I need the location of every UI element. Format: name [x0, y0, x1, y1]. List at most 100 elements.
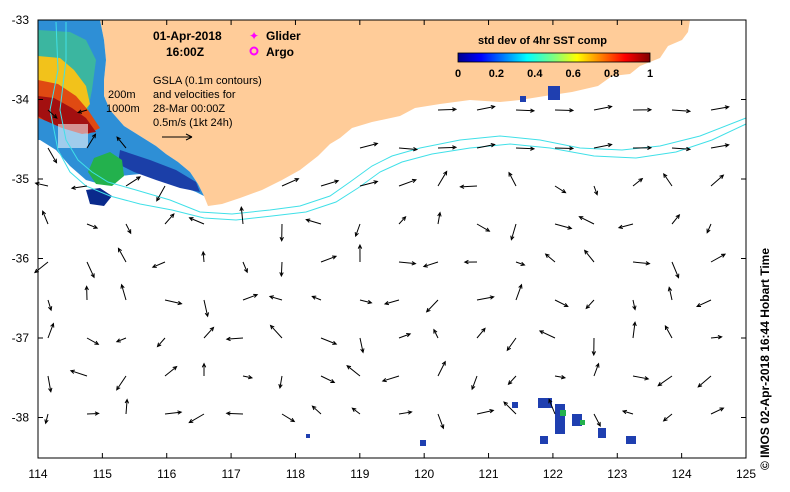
colorbar-ticks: 0 0.2 0.4 0.6 0.8 1	[455, 68, 653, 80]
map-time: 16:00Z	[166, 45, 204, 59]
velocity-arrow	[578, 216, 595, 225]
velocity-arrow	[471, 375, 478, 391]
velocity-arrow	[359, 180, 379, 187]
velocity-arrow	[507, 375, 517, 386]
velocity-arrow	[116, 375, 127, 391]
velocity-arrow	[476, 105, 496, 111]
velocity-arrow	[279, 261, 284, 278]
velocity-arrow	[320, 375, 336, 383]
velocity-arrow	[554, 146, 575, 151]
velocity-arrow	[662, 413, 673, 422]
annotation-line2: and velocities for	[153, 89, 236, 101]
velocity-arrow	[476, 223, 491, 232]
velocity-arrow	[383, 299, 400, 306]
velocity-arrow	[593, 104, 613, 111]
velocity-arrow	[86, 133, 97, 149]
velocity-arrow	[69, 369, 88, 377]
velocity-arrow	[697, 375, 712, 388]
colorbar-tick-label: 0	[455, 68, 461, 80]
x-tick-label: 118	[286, 467, 305, 481]
velocity-arrow	[437, 170, 448, 187]
velocity-arrow	[710, 105, 730, 111]
velocity-arrow	[188, 217, 205, 225]
velocity-arrow	[554, 185, 567, 194]
velocity-arrow	[593, 362, 600, 377]
x-tick-label: 124	[672, 467, 692, 481]
velocity-arrow	[437, 145, 458, 150]
velocity-arrow	[281, 178, 300, 187]
velocity-arrow	[437, 360, 446, 377]
velocity-arrow	[583, 249, 595, 263]
velocity-arrow	[398, 215, 407, 225]
velocity-arrow	[632, 299, 637, 311]
velocity-arrow	[710, 143, 730, 149]
velocity-arrow	[86, 337, 100, 345]
velocity-arrow	[320, 337, 338, 345]
velocity-arrow	[242, 293, 259, 301]
sst-patches	[306, 86, 636, 446]
x-tick-label: 123	[607, 467, 627, 481]
x-tick-label: 122	[543, 467, 563, 481]
velocity-arrow	[242, 261, 248, 274]
velocity-arrow	[86, 411, 100, 416]
velocity-arrow	[671, 213, 681, 225]
velocity-arrow	[203, 326, 215, 339]
velocity-arrow	[515, 261, 526, 266]
velocity-arrow	[47, 322, 55, 339]
velocity-arrow	[632, 321, 637, 339]
velocity-arrow	[706, 223, 712, 234]
velocity-arrow	[667, 286, 673, 301]
scale-arrow-icon	[162, 133, 193, 141]
velocity-arrow	[710, 174, 725, 187]
x-tick-label: 117	[222, 467, 241, 481]
velocity-arrow	[515, 108, 536, 113]
velocity-arrow	[311, 405, 322, 415]
y-axis: -33 -34 -35 -36 -37 -38	[12, 13, 746, 425]
land-mass	[100, 20, 690, 206]
velocity-arrow	[84, 285, 89, 301]
velocity-arrow	[710, 407, 725, 415]
colorbar-tick-label: 0.2	[489, 68, 504, 80]
y-tick-label: -33	[12, 13, 30, 27]
velocity-arrow	[459, 184, 478, 189]
velocity-arrow	[671, 146, 692, 152]
argo-marker-icon	[249, 46, 259, 56]
velocity-arrow	[346, 364, 361, 377]
credit-text: © IMOS 02-Apr-2018 16:44 Hobart Time	[758, 247, 772, 470]
velocity-arrow	[476, 295, 495, 301]
velocity-arrow	[151, 261, 166, 268]
velocity-arrow	[279, 223, 284, 242]
velocity-arrow	[515, 283, 523, 301]
velocity-arrow	[585, 299, 595, 310]
velocity-arrow	[268, 295, 283, 301]
velocity-arrow	[422, 261, 439, 268]
annotation-line4: 0.5m/s (1kt 24h)	[153, 117, 232, 129]
velocity-arrow	[593, 413, 601, 427]
velocity-arrow	[201, 250, 206, 263]
velocity-arrow	[437, 413, 445, 430]
velocity-arrow	[305, 218, 322, 225]
velocity-arrow	[125, 176, 142, 187]
velocity-arrow	[476, 327, 486, 339]
velocity-arrow	[515, 146, 536, 151]
velocity-arrow	[696, 299, 712, 308]
velocity-arrow	[359, 142, 379, 149]
velocity-arrow	[554, 375, 567, 380]
annotation-line3: 28-Mar 00:00Z	[153, 103, 225, 115]
velocity-arrow	[47, 299, 53, 312]
velocity-arrow	[381, 375, 400, 383]
velocity-arrow	[632, 177, 644, 187]
velocity-arrow	[463, 259, 478, 265]
colorbar-tick-label: 0.6	[566, 68, 581, 80]
isobath-1000m-label: 1000m	[106, 103, 140, 115]
velocity-arrow	[86, 261, 95, 279]
velocity-arrow	[239, 206, 244, 225]
velocity-arrow	[115, 337, 127, 343]
velocity-arrow	[278, 375, 283, 390]
isobath-lines	[49, 21, 747, 221]
x-tick-label: 121	[479, 467, 499, 481]
velocity-arrow	[632, 375, 650, 381]
velocity-arrow	[70, 185, 88, 190]
x-tick-label: 114	[28, 467, 47, 481]
velocity-arrow	[164, 365, 178, 377]
